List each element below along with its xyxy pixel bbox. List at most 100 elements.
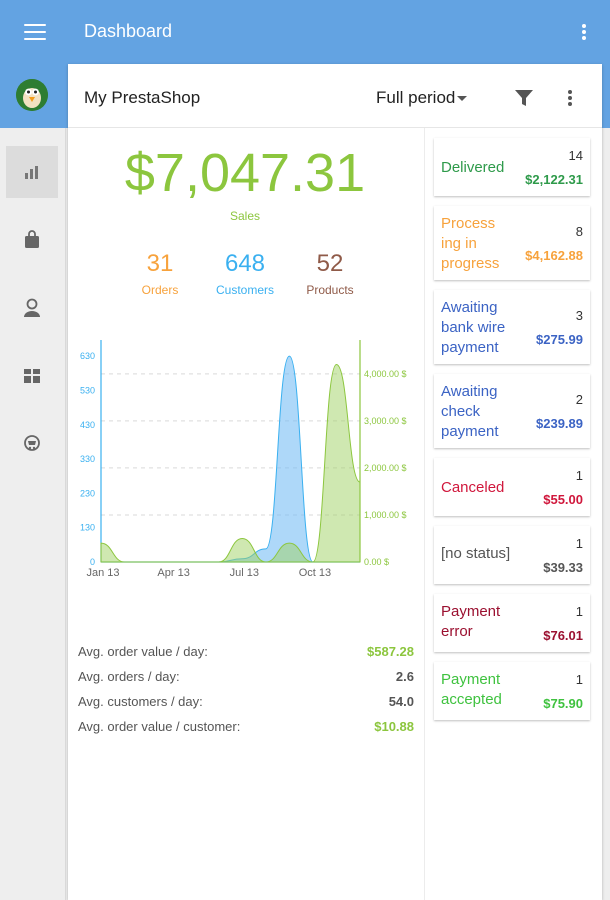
status-name: Delivered <box>441 159 505 176</box>
status-count: 14 <box>568 148 583 163</box>
status-name-line: error <box>441 623 473 640</box>
status-count: 3 <box>575 308 583 323</box>
status-card-processing[interactable]: Process ing in progress 8 $4,162.88 <box>434 206 590 280</box>
stats-icon <box>25 166 38 179</box>
y-left-tick-label: 430 <box>80 420 95 430</box>
stat-customers: 648 Customers <box>195 250 295 297</box>
avg-row-order-value-day: Avg. order value / day: $587.28 <box>78 644 414 659</box>
y-left-tick-label: 0 <box>90 557 95 567</box>
stat-products-value: 52 <box>316 250 344 277</box>
sidebar-item-carts[interactable] <box>6 418 58 470</box>
status-name-line: ing in <box>441 235 477 252</box>
stat-orders: 31 Orders <box>110 250 210 297</box>
avg-label: Avg. customers / day: <box>78 694 203 709</box>
status-card-payment-accepted[interactable]: Payment accepted 1 $75.90 <box>434 662 590 720</box>
sales-label: Sales <box>229 209 261 223</box>
status-name-line: Awaiting <box>441 383 498 400</box>
sidebar-item-customers[interactable] <box>6 282 58 334</box>
y-left-tick-label: 130 <box>80 523 95 533</box>
sales-chart: 0 130 230 330 430 530 630 0.00 $ 1,000.00 $ 2,000… <box>80 340 407 579</box>
sales-value: $7,047.31 <box>124 143 366 203</box>
status-card-canceled[interactable]: Canceled 1 $55.00 <box>434 458 590 516</box>
stat-products-label: Products <box>306 283 354 297</box>
shop-logo-icon[interactable] <box>16 79 48 111</box>
series-area-1 <box>100 363 361 563</box>
y-left-tick-label: 230 <box>80 488 95 498</box>
status-card-payment-error[interactable]: Payment error 1 $76.01 <box>434 594 590 652</box>
status-name-line: Process <box>441 215 496 232</box>
status-name-line: accepted <box>441 691 502 708</box>
y-right-tick-label: 1,000.00 $ <box>364 510 407 520</box>
status-amount: $2,122.31 <box>525 172 583 187</box>
status-count: 1 <box>575 672 583 687</box>
cart-icon <box>24 435 40 451</box>
period-label: Full period <box>376 88 456 107</box>
x-tick-label: Jan 13 <box>86 567 119 579</box>
card-header: My PrestaShop Full period <box>68 64 602 128</box>
avg-label: Avg. order value / customer: <box>78 719 241 734</box>
status-card-delivered[interactable]: Delivered 14 $2,122.31 <box>434 138 590 196</box>
sidebar-item-catalog[interactable] <box>6 350 58 402</box>
sidebar <box>0 128 66 900</box>
status-count: 1 <box>575 604 583 619</box>
avg-value: 54.0 <box>388 694 414 709</box>
series-area-0 <box>101 355 314 563</box>
status-name: Awaiting check payment <box>441 382 519 442</box>
status-count: 2 <box>575 392 583 407</box>
caret-down-icon <box>457 96 468 102</box>
y-right-tick-label: 2,000.00 $ <box>364 463 407 473</box>
status-name: Payment error <box>441 602 519 642</box>
status-count: 1 <box>575 468 583 483</box>
status-name-line: Awaiting <box>441 299 498 316</box>
status-name-line: Payment <box>441 603 501 620</box>
avg-label: Avg. orders / day: <box>78 669 180 684</box>
x-tick-label: Oct 13 <box>299 567 331 579</box>
column-divider <box>424 128 425 900</box>
sidebar-item-orders[interactable] <box>6 214 58 266</box>
x-tick-label: Jul 13 <box>230 567 259 579</box>
y-left-tick-label: 630 <box>80 351 95 361</box>
status-amount: $4,162.88 <box>525 248 583 263</box>
shop-name: My PrestaShop <box>84 88 201 107</box>
status-count: 8 <box>575 224 583 239</box>
y-left-tick-label: 530 <box>80 385 95 395</box>
status-card-no-status[interactable]: [no status] 1 $39.33 <box>434 526 590 584</box>
status-name-line: payment <box>441 423 499 440</box>
catalog-icon <box>24 369 40 383</box>
more-vert-icon[interactable] <box>580 22 588 42</box>
avg-label: Avg. order value / day: <box>78 644 208 659</box>
status-card-awaiting-check[interactable]: Awaiting check payment 2 $239.89 <box>434 374 590 448</box>
status-name-line: bank wire <box>441 319 506 336</box>
menu-icon[interactable] <box>24 24 46 40</box>
page-title: Dashboard <box>84 21 173 41</box>
sidebar-item-stats[interactable] <box>6 146 58 198</box>
status-amount: $55.00 <box>543 492 583 507</box>
status-amount: $239.89 <box>536 416 583 431</box>
filter-icon[interactable] <box>514 88 534 108</box>
status-name: Canceled <box>441 479 505 496</box>
avg-value: $10.88 <box>374 719 414 734</box>
status-card-awaiting-bank-wire[interactable]: Awaiting bank wire payment 3 $275.99 <box>434 290 590 364</box>
status-amount: $275.99 <box>536 332 583 347</box>
status-name-line: Payment <box>441 671 501 688</box>
status-name: Awaiting bank wire payment <box>441 298 519 358</box>
avg-row-order-value-customer: Avg. order value / customer: $10.88 <box>78 719 414 734</box>
status-name-line: progress <box>441 255 500 272</box>
y-left-tick-label: 330 <box>80 454 95 464</box>
status-name: Payment accepted <box>441 670 519 710</box>
customer-icon <box>24 298 40 317</box>
stat-products: 52 Products <box>280 250 380 297</box>
period-dropdown[interactable]: Full period <box>376 88 468 108</box>
stat-customers-label: Customers <box>215 283 274 297</box>
status-amount: $75.90 <box>543 696 583 711</box>
avg-value: 2.6 <box>395 669 414 684</box>
card-more-icon[interactable] <box>566 88 574 108</box>
stat-customers-value: 648 <box>224 250 266 277</box>
stat-orders-value: 31 <box>146 250 174 277</box>
status-name-line: payment <box>441 339 499 356</box>
y-right-tick-label: 3,000.00 $ <box>364 416 407 426</box>
avg-row-customers-day: Avg. customers / day: 54.0 <box>78 694 414 709</box>
status-amount: $76.01 <box>543 628 583 643</box>
y-right-tick-label: 0.00 $ <box>364 557 389 567</box>
status-name: [no status] <box>441 545 511 562</box>
